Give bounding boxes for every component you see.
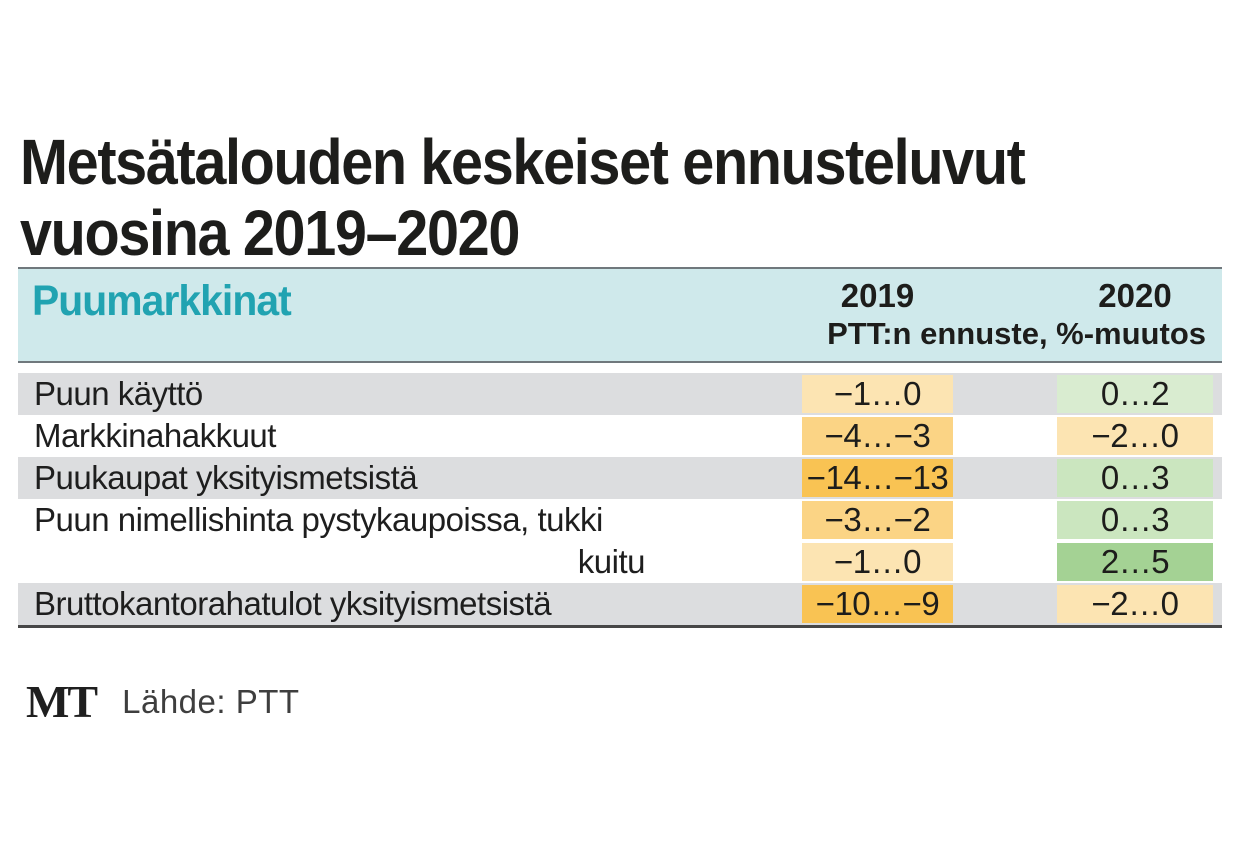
value-cell-2020: 0…2 bbox=[1057, 375, 1213, 413]
column-header-2020: 2020 bbox=[1098, 277, 1172, 314]
table-header: Puumarkkinat 2019 2020 PTT:n ennuste, %-… bbox=[18, 267, 1222, 363]
page-title-line1: Metsätalouden keskeiset ennusteluvut bbox=[20, 125, 1026, 198]
value-cell-2020: 2…5 bbox=[1057, 543, 1213, 581]
row-label: kuitu bbox=[577, 543, 646, 580]
table-row: Puukaupat yksityismetsistä −14…−13 0…3 bbox=[18, 457, 1222, 499]
source-credit: Lähde: PTT bbox=[122, 683, 300, 720]
value-cell-2019: −4…−3 bbox=[802, 417, 953, 455]
table-body: Puun käyttö −1…0 0…2 Markkinahakkuut −4…… bbox=[18, 373, 1222, 625]
value-cell-2019: −3…−2 bbox=[802, 501, 953, 539]
column-subheader-note: PTT:n ennuste, %-muutos bbox=[827, 316, 1206, 351]
page-title-line2: vuosina 2019–2020 bbox=[20, 196, 520, 269]
value-cell-2020: −2…0 bbox=[1057, 585, 1213, 623]
row-label: Puukaupat yksityismetsistä bbox=[34, 459, 418, 496]
row-label: Bruttokantorahatulot yksityismetsistä bbox=[34, 585, 552, 622]
page-title: Metsätalouden keskeiset ennusteluvut vuos… bbox=[20, 125, 1026, 269]
value-cell-2019: −1…0 bbox=[802, 375, 953, 413]
section-label-puumarkkinat: Puumarkkinat bbox=[32, 277, 292, 325]
value-cell-2020: −2…0 bbox=[1057, 417, 1213, 455]
mt-newspaper-logo: MT bbox=[26, 676, 98, 727]
row-label: Markkinahakkuut bbox=[34, 417, 276, 454]
table-row: kuitu −1…0 2…5 bbox=[18, 541, 1222, 583]
table-row: Puun käyttö −1…0 0…2 bbox=[18, 373, 1222, 415]
value-cell-2019: −1…0 bbox=[802, 543, 953, 581]
row-label: Puun käyttö bbox=[34, 375, 203, 412]
value-cell-2019: −10…−9 bbox=[802, 585, 953, 623]
row-label: Puun nimellishinta pystykaupoissa, tukki bbox=[34, 501, 603, 538]
table-bottom-rule bbox=[18, 625, 1222, 628]
footer: MT Lähde: PTT bbox=[26, 678, 300, 726]
value-cell-2019: −14…−13 bbox=[802, 459, 953, 497]
table-row: Markkinahakkuut −4…−3 −2…0 bbox=[18, 415, 1222, 457]
forecast-table: Puumarkkinat 2019 2020 PTT:n ennuste, %-… bbox=[18, 267, 1222, 628]
table-row: Puun nimellishinta pystykaupoissa, tukki… bbox=[18, 499, 1222, 541]
value-cell-2020: 0…3 bbox=[1057, 501, 1213, 539]
value-cell-2020: 0…3 bbox=[1057, 459, 1213, 497]
column-header-2019: 2019 bbox=[840, 277, 915, 314]
table-row: Bruttokantorahatulot yksityismetsistä −1… bbox=[18, 583, 1222, 625]
